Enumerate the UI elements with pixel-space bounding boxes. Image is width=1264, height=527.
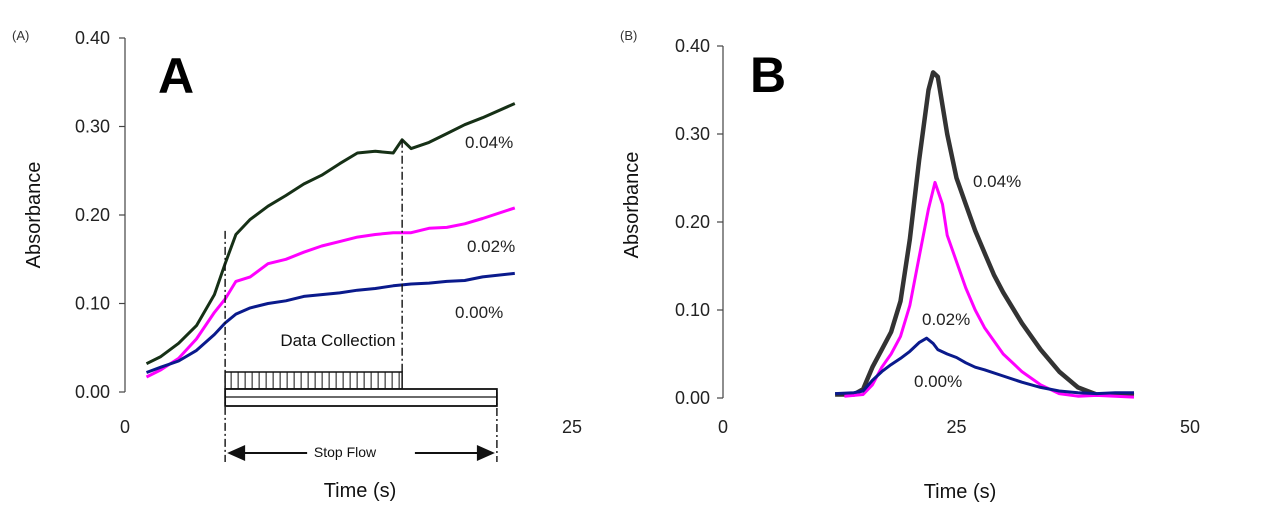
panel-b-x-tick-label: 50: [1180, 417, 1200, 437]
panel-b-series-label-2: 0.00%: [914, 372, 962, 391]
panel-b-xlabel: Time (s): [924, 481, 997, 503]
panel-a-series-label-0: 0.04%: [465, 133, 513, 152]
panel-a-x-tick-label: 25: [562, 417, 582, 437]
panel-b-series-label-1: 0.02%: [922, 310, 970, 329]
panel-a-series-line-0: [145, 102, 516, 366]
panel-b-y-tick-label: 0.20: [675, 212, 710, 232]
panel-b-series-label-0: 0.04%: [973, 172, 1021, 191]
panel-b-ylabel: Absorbance: [621, 152, 643, 259]
panel-b-series-line-1: [844, 180, 1135, 399]
panel-a-ylabel: Absorbance: [23, 162, 45, 269]
panel-b-y-tick-label: 0.00: [675, 388, 710, 408]
stop-flow-label: Stop Flow: [314, 444, 377, 460]
panel-a-tag: (A): [12, 28, 29, 43]
panel-b-y-tick-label: 0.10: [675, 300, 710, 320]
panel-a-series-line-1: [145, 206, 516, 379]
panel-b-y-tick-label: 0.40: [675, 36, 710, 56]
panel-a-series-line-2: [145, 271, 515, 374]
panel-a-letter: A: [158, 48, 194, 104]
panel-b-letter: B: [750, 47, 786, 103]
panel-a-y-tick-label: 0.40: [75, 28, 110, 48]
panel-a-y-tick-label: 0.20: [75, 205, 110, 225]
panel-a-series-label-2: 0.00%: [455, 303, 503, 322]
panel-b-x-tick-label: 0: [718, 417, 728, 437]
panel-b-y-tick-label: 0.30: [675, 124, 710, 144]
panel-a-series-label-1: 0.02%: [467, 237, 515, 256]
stop-flow-arrowhead-right: [476, 445, 495, 461]
panel-a-xlabel: Time (s): [324, 480, 397, 502]
panel-b-x-tick-label: 25: [946, 417, 966, 437]
stop-flow-arrowhead-left: [227, 445, 246, 461]
panel-a-x-tick-label: 0: [120, 417, 130, 437]
panel-b-tag: (B): [620, 28, 637, 43]
data-collection-label: Data Collection: [280, 331, 395, 350]
panel-a-y-tick-label: 0.00: [75, 382, 110, 402]
panel-a-y-tick-label: 0.10: [75, 294, 110, 314]
panel-a-y-tick-label: 0.30: [75, 117, 110, 137]
panel-b-series-line-0: [835, 70, 1135, 398]
panel-b-series-line-2: [835, 336, 1134, 396]
